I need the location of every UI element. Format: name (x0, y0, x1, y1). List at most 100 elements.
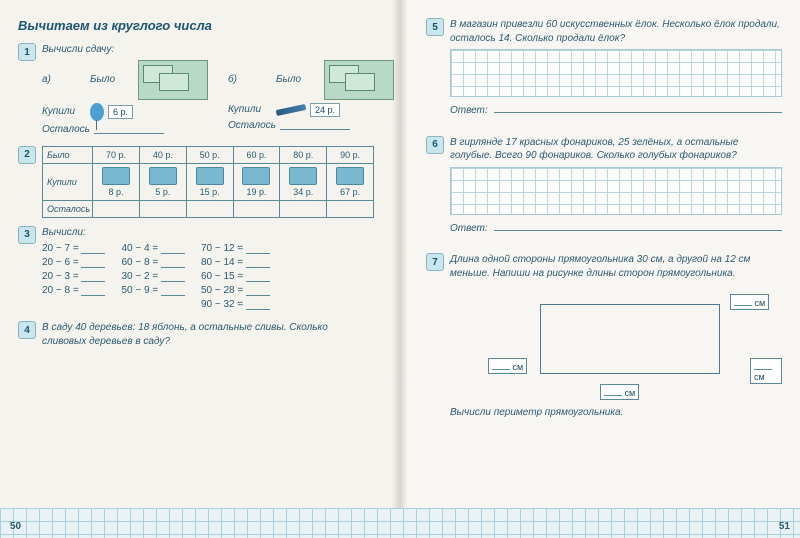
eq: 20 − 8 = (42, 285, 105, 296)
answer-label: Ответ: (450, 222, 488, 236)
calc-col-2: 40 − 4 = 60 − 8 = 30 − 2 = 50 − 9 = (121, 243, 184, 313)
cell-blank[interactable] (139, 200, 186, 217)
task-badge-5: 5 (426, 18, 444, 36)
eq: 60 − 15 = (201, 271, 270, 282)
task1-col-b: б) Было Купили 24 р. Осталось (228, 57, 394, 138)
item-icon (102, 167, 130, 185)
task2-table: Было 70 р. 40 р. 50 р. 60 р. 80 р. 90 р.… (42, 146, 374, 218)
item-icon (336, 167, 364, 185)
task-6: 6 В гирлянде 17 красных фонариков, 25 зе… (426, 136, 782, 246)
task-2: 2 Было 70 р. 40 р. 50 р. 60 р. 80 р. 90 … (18, 146, 374, 218)
cell: 67 р. (327, 163, 374, 200)
calc-col-3: 70 − 12 = 80 − 14 = 60 − 15 = 50 − 28 = … (201, 243, 270, 313)
table-row: Купили 8 р. 5 р. 15 р. 19 р. 34 р. 67 р. (43, 163, 374, 200)
blank-line[interactable] (94, 124, 164, 134)
eq: 70 − 12 = (201, 243, 270, 254)
money-icon (324, 60, 394, 100)
row-ost-label: Осталось (43, 200, 93, 217)
cell: 90 р. (327, 146, 374, 163)
cell-blank[interactable] (233, 200, 280, 217)
t1b-price: 24 р. (310, 103, 340, 117)
table-row: Осталось (43, 200, 374, 217)
task-badge-4: 4 (18, 321, 36, 339)
task-badge-7: 7 (426, 253, 444, 271)
task-1: 1 Вычисли сдачу: а)Было Купили6 р. Остал… (18, 43, 374, 138)
cell-blank[interactable] (280, 200, 327, 217)
answer-input[interactable] (494, 103, 782, 113)
perimeter-prompt: Вычисли периметр прямоугольника. (450, 406, 782, 420)
cell: 19 р. (233, 163, 280, 200)
eq: 90 − 32 = (201, 299, 270, 310)
task-badge-2: 2 (18, 146, 36, 164)
task-badge-1: 1 (18, 43, 36, 61)
cell: 60 р. (233, 146, 280, 163)
rectangle-shape (540, 304, 720, 374)
work-grid[interactable] (450, 167, 782, 215)
blank-line[interactable] (280, 120, 350, 130)
cell: 15 р. (186, 163, 233, 200)
answer-label: Ответ: (450, 104, 488, 118)
task7-text: Длина одной стороны прямоугольника 30 см… (450, 253, 782, 280)
t1a-label: а) (42, 74, 86, 85)
cell-blank[interactable] (93, 200, 140, 217)
balloon-icon (90, 103, 104, 121)
cell: 50 р. (186, 146, 233, 163)
page-left: Вычитаем из круглого числа 1 Вычисли сда… (6, 8, 386, 366)
t1a-price: 6 р. (108, 105, 133, 119)
t1b-kupili: Купили (228, 104, 272, 115)
task-3: 3 Вычисли: 20 − 7 = 20 − 6 = 20 − 3 = 20… (18, 226, 374, 314)
pen-icon (276, 103, 307, 115)
t1b-ost: Осталось (228, 120, 276, 131)
t1a-ost: Осталось (42, 124, 90, 135)
cell-blank[interactable] (186, 200, 233, 217)
item-icon (196, 167, 224, 185)
item-icon (149, 167, 177, 185)
task-4: 4 В саду 40 деревьев: 18 яблонь, а остал… (18, 321, 374, 348)
rectangle-diagram: см см см см (450, 286, 782, 406)
cell: 34 р. (280, 163, 327, 200)
page-title: Вычитаем из круглого числа (18, 18, 374, 33)
cm-box-bottom[interactable]: см (600, 384, 639, 400)
item-icon (242, 167, 270, 185)
cell: 8 р. (93, 163, 140, 200)
task-badge-6: 6 (426, 136, 444, 154)
task1-col-a: а) Было Купили 6 р. Осталось (42, 57, 208, 138)
t1b-label: б) (228, 74, 272, 85)
cell: 40 р. (139, 146, 186, 163)
page-number-left: 50 (10, 521, 21, 532)
cell: 5 р. (139, 163, 186, 200)
task5-text: В магазин привезли 60 искусственных ёлок… (450, 18, 782, 45)
footer-grid (0, 508, 800, 538)
task-7: 7 Длина одной стороны прямоугольника 30 … (426, 253, 782, 420)
task3-prompt: Вычисли: (42, 226, 374, 240)
cell: 80 р. (280, 146, 327, 163)
cell-blank[interactable] (327, 200, 374, 217)
eq: 40 − 4 = (121, 243, 184, 254)
cell: 70 р. (93, 146, 140, 163)
cm-box-left[interactable]: см (488, 358, 527, 374)
eq: 20 − 6 = (42, 257, 105, 268)
work-grid[interactable] (450, 49, 782, 97)
t1a-bylo: Было (90, 74, 134, 85)
eq: 30 − 2 = (121, 271, 184, 282)
eq: 20 − 7 = (42, 243, 105, 254)
row-bylo-label: Было (43, 146, 93, 163)
calc-columns: 20 − 7 = 20 − 6 = 20 − 3 = 20 − 8 = 40 −… (42, 243, 374, 313)
eq: 80 − 14 = (201, 257, 270, 268)
t1b-bylo: Было (276, 74, 320, 85)
page-number-right: 51 (779, 521, 790, 532)
answer-input[interactable] (494, 221, 782, 231)
eq: 20 − 3 = (42, 271, 105, 282)
row-kupili-label: Купили (43, 163, 93, 200)
task1-prompt: Вычисли сдачу: (42, 43, 394, 57)
task-badge-3: 3 (18, 226, 36, 244)
task6-text: В гирлянде 17 красных фонариков, 25 зелё… (450, 136, 782, 163)
task-5: 5 В магазин привезли 60 искусственных ёл… (426, 18, 782, 128)
cm-box-top[interactable]: см (730, 294, 769, 310)
t1a-kupili: Купили (42, 106, 86, 117)
eq: 50 − 28 = (201, 285, 270, 296)
money-icon (138, 60, 208, 100)
eq: 50 − 9 = (121, 285, 184, 296)
calc-col-1: 20 − 7 = 20 − 6 = 20 − 3 = 20 − 8 = (42, 243, 105, 313)
cm-box-right[interactable]: см (750, 358, 782, 384)
